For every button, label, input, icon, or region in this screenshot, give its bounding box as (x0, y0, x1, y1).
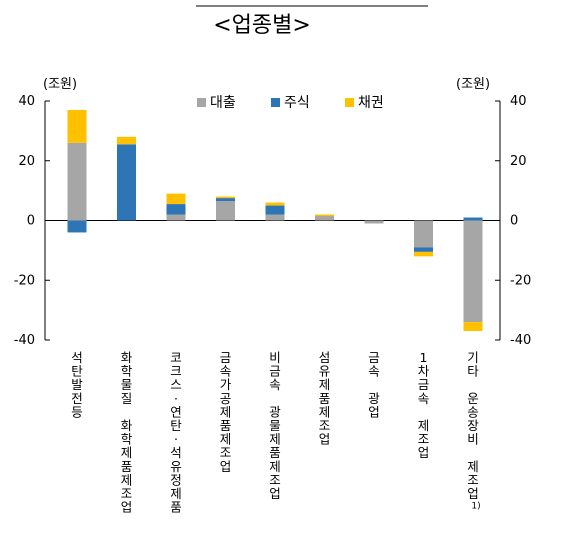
bar-segment (315, 214, 334, 217)
left-unit-label: (조원) (43, 77, 77, 92)
bar-segment (216, 198, 235, 202)
right-tick-label: 20 (510, 154, 527, 169)
right-tick-label: 40 (510, 94, 527, 109)
category-footnote: 1) (471, 502, 480, 512)
bar-segment (463, 217, 483, 221)
bar-segment (67, 109, 87, 143)
bar-segment (315, 216, 334, 221)
bar-segment (67, 142, 87, 221)
right-tick-label: -20 (510, 273, 531, 288)
bar-segment (414, 247, 433, 252)
right-unit-label: (조원) (456, 77, 490, 92)
legend-label: 주식 (284, 95, 310, 111)
right-tick-label: -40 (510, 333, 531, 348)
bar-segment (265, 202, 285, 206)
bar-segment (166, 193, 186, 205)
bar-segment (117, 136, 136, 145)
left-tick-label: -20 (14, 273, 35, 288)
left-tick-label: 40 (18, 94, 35, 109)
bar-segment (364, 220, 384, 224)
legend-label: 대출 (210, 95, 236, 111)
legend-swatch (197, 98, 206, 107)
left-tick-label: 20 (18, 154, 35, 169)
bar-segment (463, 322, 483, 332)
bar-segment (166, 214, 186, 221)
bar-segment (463, 220, 483, 323)
bar-segment (166, 204, 186, 215)
bar-segment (216, 201, 235, 221)
right-tick-label: 0 (510, 214, 518, 229)
bar-segment (414, 220, 433, 248)
bar-segment (67, 220, 87, 233)
legend-swatch (271, 98, 280, 107)
left-tick-label: -40 (14, 333, 35, 348)
bar-segment (414, 251, 433, 257)
legend-label: 채권 (358, 95, 384, 111)
bar-segment (117, 144, 136, 221)
legend-swatch (345, 98, 354, 107)
chart-title: <업종별> (213, 13, 311, 38)
category-label: 코 크 스 · 연 탄 · 석 유 정 제 품 (170, 350, 182, 515)
bar-segment (216, 196, 235, 199)
bar-segment (265, 205, 285, 215)
bar-segment (265, 214, 285, 221)
left-tick-label: 0 (27, 214, 35, 229)
plot-area: 40 40 20 20 0 0 -20 -20 -40 -40 석 탄 발 전 등 화 학 물 질 화 학 제 품 제 조 업 코… (14, 94, 531, 515)
